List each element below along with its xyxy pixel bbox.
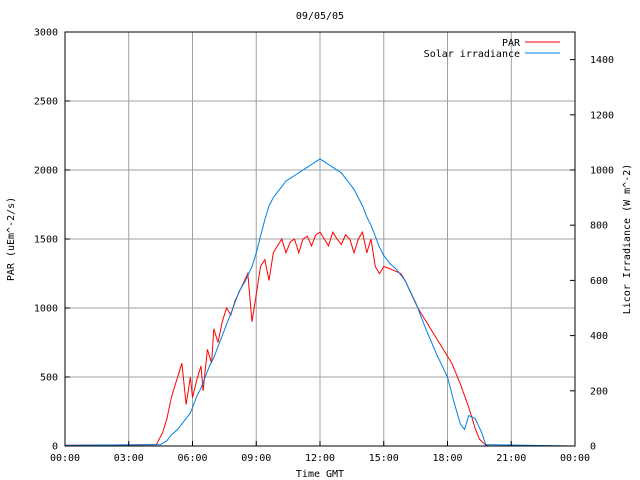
y-tick-label: 500 [40, 373, 58, 384]
y-tick-label: 1500 [34, 235, 58, 246]
y-axis-label: PAR (uEm^-2/s) [6, 197, 17, 281]
x-tick-label: 00:00 [560, 453, 590, 464]
x-tick-label: 18:00 [432, 453, 462, 464]
legend-label-par: PAR [502, 38, 521, 49]
y2-tick-label: 800 [590, 221, 608, 232]
y2-axis-label: Licor Irradiance (W m^-2) [622, 164, 633, 315]
x-tick-label: 03:00 [114, 453, 144, 464]
series-line-solar-irradiance [64, 158, 576, 447]
x-tick-label: 09:00 [241, 453, 271, 464]
y2-axis-ticks: 0 200 400 600 800 1000 1200 1400 [570, 55, 614, 453]
y2-tick-label: 1200 [590, 110, 614, 121]
grid-lines [65, 32, 575, 446]
y2-tick-label: 1400 [590, 55, 614, 66]
y-tick-label: 2500 [34, 97, 58, 108]
y2-tick-label: 600 [590, 276, 608, 287]
legend: PAR Solar irradiance [424, 38, 560, 60]
x-tick-label: 12:00 [305, 453, 335, 464]
legend-label-solar-irradiance: Solar irradiance [424, 49, 520, 60]
y-tick-label: 1000 [34, 304, 58, 315]
y2-tick-label: 0 [590, 442, 596, 453]
y2-tick-label: 200 [590, 386, 608, 397]
series-lines [64, 158, 576, 447]
x-tick-label: 06:00 [177, 453, 207, 464]
x-axis-ticks: 00:00 03:00 06:00 09:00 12:00 15:00 18:00 21:00… [50, 441, 590, 464]
x-tick-label: 15:00 [369, 453, 399, 464]
x-tick-label: 00:00 [50, 453, 80, 464]
y-tick-label: 0 [52, 442, 58, 453]
y2-tick-label: 400 [590, 331, 608, 342]
y2-tick-label: 1000 [590, 166, 614, 177]
y-tick-label: 3000 [34, 28, 58, 39]
chart-title: 09/05/05 [296, 11, 344, 22]
y-axis-ticks: 0 500 1000 1500 2000 2500 3000 [34, 28, 70, 453]
x-tick-label: 21:00 [496, 453, 526, 464]
x-axis-label: Time GMT [296, 469, 344, 480]
y-tick-label: 2000 [34, 166, 58, 177]
